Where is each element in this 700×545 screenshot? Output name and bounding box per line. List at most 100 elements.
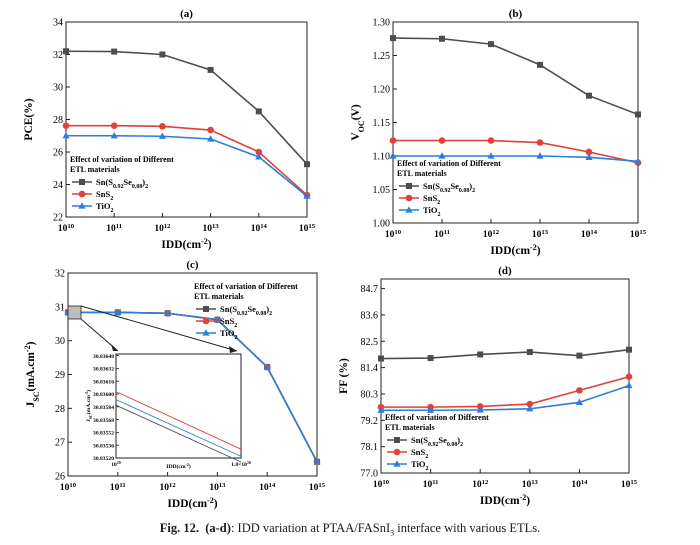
inset-y-tick-label: 30.83600 xyxy=(93,392,114,398)
y-axis-label: PCE(%) xyxy=(23,98,35,140)
data-point-tio2 xyxy=(114,308,122,315)
data-point-tio2 xyxy=(62,131,70,139)
data-point-tio2 xyxy=(255,153,263,160)
y-tick-label: 26 xyxy=(53,148,63,159)
data-point-tio2 xyxy=(263,363,271,370)
data-point-sn xyxy=(427,355,434,362)
legend-label-sns2: SnS2 xyxy=(96,189,113,202)
inset-x-tick-label: 1010 xyxy=(111,461,121,468)
y-axis-label: JSC(mA.cm-2) xyxy=(23,341,41,407)
data-point-tio2 xyxy=(476,406,484,413)
figure-12: (a) 22 24 26 28 30 32 34 1010 1011 1012 1013 1014 101… xyxy=(23,8,647,511)
data-point-tio2 xyxy=(634,157,642,164)
zoom-connector xyxy=(80,305,238,352)
legend-title: ETL materials xyxy=(385,423,435,432)
x-tick-label: 1015 xyxy=(309,482,326,494)
x-tick-label: 1012 xyxy=(472,479,489,491)
legend-label-sn: Sn(S0.92Se0.08)2 xyxy=(96,177,148,190)
x-tick-label: 1012 xyxy=(154,223,171,235)
data-point-sn xyxy=(207,66,214,73)
inset-series-line-tio2 xyxy=(115,399,242,457)
x-tick-label: 1013 xyxy=(209,482,226,494)
data-point-sn xyxy=(111,48,118,55)
legend-marker-sns2 xyxy=(393,448,401,456)
data-point-tio2 xyxy=(389,152,397,159)
y-tick-label: 1.10 xyxy=(373,152,391,163)
data-point-sn xyxy=(526,349,533,356)
data-point-sn xyxy=(159,51,166,58)
legend-marker-tio2 xyxy=(405,206,413,213)
x-tick-label: 1014 xyxy=(571,479,588,491)
series-line-sns2 xyxy=(66,124,308,196)
data-point-sns2 xyxy=(159,123,166,130)
data-point-sns2 xyxy=(487,137,495,144)
data-point-tio2 xyxy=(313,457,321,465)
y-tick-label: 79.2 xyxy=(361,416,379,427)
y-tick-label: 77.0 xyxy=(361,469,379,480)
y-tick-label: 30 xyxy=(55,336,65,347)
panel-title: (a) xyxy=(180,8,193,20)
chart-panel-1: (b) 1.00 1.05 1.10 1.15 1.20 1.25 1.30 1010 1011 1… xyxy=(350,8,647,257)
zoom-box xyxy=(67,305,82,320)
data-point-sns2 xyxy=(625,373,633,381)
inset-y-tick-label: 30.83536 xyxy=(93,443,114,449)
panel-title: (b) xyxy=(509,8,523,20)
inset-y-tick-label: 30.83648 xyxy=(93,354,114,360)
data-point-sns2 xyxy=(110,122,118,129)
data-point-tio2 xyxy=(207,135,215,142)
y-axis-label: FF (%) xyxy=(338,358,350,394)
x-axis-label: IDD(cm-2) xyxy=(490,243,540,258)
data-point-sn xyxy=(378,355,384,362)
x-axis-label: IDD(cm-2) xyxy=(167,496,217,511)
chart-panel-3: (d) 77.0 78.1 79.2 80.3 81.4 82.5 83.6 84.7 1010 1… xyxy=(338,265,638,507)
inset-frame xyxy=(115,353,242,459)
y-tick-label: 83.6 xyxy=(361,310,379,321)
legend-label-sns2: SnS2 xyxy=(423,193,440,206)
x-tick-label: 1015 xyxy=(621,479,638,491)
y-tick-label: 1.05 xyxy=(373,185,391,196)
data-point-tio2 xyxy=(427,406,435,413)
legend-title: Effect of variation of Different xyxy=(70,155,174,164)
data-point-sn xyxy=(626,346,632,353)
y-tick-label: 29 xyxy=(55,370,65,381)
legend-label-sns2: SnS2 xyxy=(220,316,237,329)
caption-text: : IDD variation at PTAA/FASnI3 interface… xyxy=(230,521,541,538)
legend-label-sn: Sn(S0.92Se0.08)2 xyxy=(411,435,463,448)
series-line-sns2 xyxy=(381,375,630,408)
x-tick-label: 1014 xyxy=(259,482,276,494)
data-point-tio2 xyxy=(536,152,544,159)
x-tick-label: 1010 xyxy=(385,229,402,241)
zoom-arrowhead xyxy=(229,346,237,353)
inset-y-tick-label: 30.83584 xyxy=(93,405,114,411)
inset-y-tick-label: 30.83552 xyxy=(93,431,114,437)
legend-title: Effect of variation of Different xyxy=(385,413,489,422)
data-point-sn xyxy=(635,111,641,118)
legend-title: ETL materials xyxy=(194,292,244,301)
series-line-tio2 xyxy=(66,134,308,197)
panel-title: (c) xyxy=(186,259,199,271)
data-point-tio2 xyxy=(164,309,172,316)
caption-panels: (a-d) xyxy=(205,521,231,535)
x-tick-label: 1011 xyxy=(110,482,126,494)
data-point-tio2 xyxy=(158,132,166,139)
x-tick-label: 1013 xyxy=(203,223,220,235)
legend-label-tio2: TiO2 xyxy=(96,201,114,214)
inset-y-tick-label: 30.83568 xyxy=(93,418,114,424)
data-point-tio2 xyxy=(487,152,495,159)
legend-label-tio2: TiO2 xyxy=(220,328,238,341)
series-line-sn xyxy=(392,37,639,116)
legend-marker-sn xyxy=(394,437,400,443)
legend-marker-sns2 xyxy=(405,194,413,202)
y-tick-label: 1.30 xyxy=(373,18,391,29)
data-point-sn xyxy=(537,61,543,68)
caption-label: Fig. 12. xyxy=(159,521,199,535)
x-tick-label: 1013 xyxy=(532,229,549,241)
data-point-sns2 xyxy=(438,137,446,144)
y-tick-label: 84.7 xyxy=(361,284,379,295)
legend-marker-tio2 xyxy=(202,329,210,336)
y-tick-label: 34 xyxy=(53,18,63,29)
y-tick-label: 1.25 xyxy=(373,51,391,62)
series-line-tio2 xyxy=(68,311,318,463)
legend-title: ETL materials xyxy=(70,165,120,174)
